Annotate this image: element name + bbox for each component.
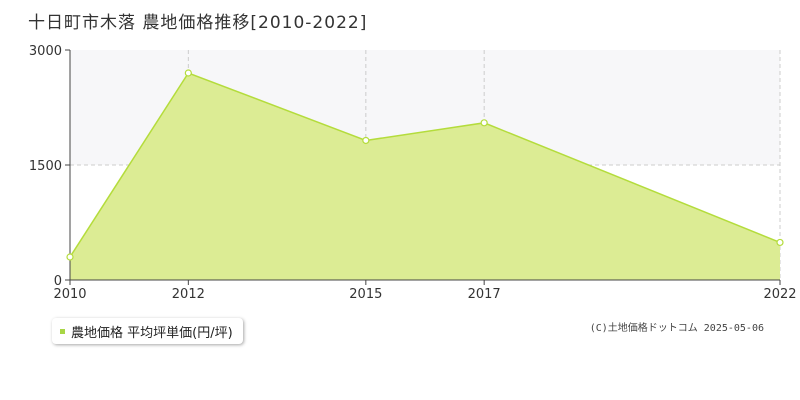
legend: 農地価格 平均坪単価(円/坪) [52, 318, 243, 344]
x-tick-labels: 2010 2012 2015 2017 2022 [53, 287, 796, 302]
y-tick-label: 3000 [29, 44, 62, 59]
x-tick-label: 2012 [172, 287, 205, 302]
area-fill [70, 73, 780, 280]
axes [65, 49, 781, 285]
data-point [480, 119, 488, 127]
data-points [66, 69, 784, 261]
data-point [184, 69, 192, 77]
legend-label: 農地価格 平均坪単価(円/坪) [71, 325, 233, 341]
data-point [776, 238, 784, 247]
chart-title: 十日町市木落 農地価格推移[2010-2022] [28, 13, 368, 33]
copyright-text: (C)土地価格ドットコム 2025-05-06 [589, 323, 764, 334]
x-tick-label: 2010 [53, 287, 86, 302]
y-tick-label: 1500 [29, 159, 62, 174]
x-tick-label: 2017 [468, 287, 501, 302]
data-point [362, 136, 370, 145]
legend-swatch [60, 328, 65, 334]
y-tick-labels: 0 1500 3000 [29, 44, 62, 289]
data-point [66, 253, 74, 261]
y-tick-label: 0 [54, 274, 62, 289]
x-tick-label: 2022 [763, 287, 796, 302]
x-tick-label: 2015 [349, 287, 382, 302]
